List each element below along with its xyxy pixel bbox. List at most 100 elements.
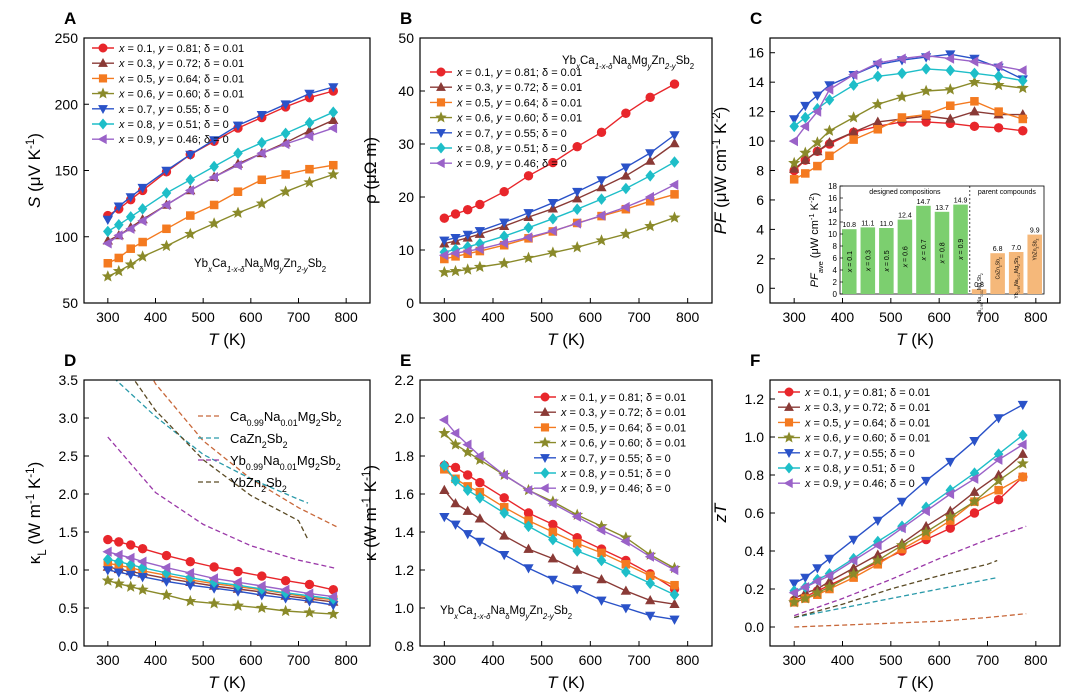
data-point <box>184 227 197 240</box>
data-point <box>871 554 884 566</box>
inset-y-tick-label: 8 <box>833 242 838 251</box>
x-tick-label: 800 <box>676 652 700 668</box>
y-axis-label: PF (μW cm-1 K-2) <box>711 107 730 235</box>
data-point <box>596 554 607 567</box>
data-point <box>162 224 171 234</box>
data-point <box>811 586 824 598</box>
inset-bar-value: 12.4 <box>898 213 912 220</box>
data-point <box>620 201 630 213</box>
data-point <box>596 176 607 186</box>
y-tick-label: 4 <box>756 221 764 237</box>
data-point <box>645 170 655 182</box>
x-tick-label: 300 <box>433 309 457 325</box>
data-point <box>895 90 908 102</box>
dashed-series-line <box>152 380 337 528</box>
data-point <box>475 199 485 210</box>
data-point <box>788 587 799 598</box>
data-point <box>848 69 858 80</box>
inset-y-axis-label: PFave (μW cm-1 K-2) <box>807 193 825 288</box>
data-point <box>438 250 449 261</box>
legend-label: x = 0.1, y = 0.81; δ = 0.01 <box>560 392 686 404</box>
data-point <box>523 222 534 234</box>
data-point <box>788 135 799 147</box>
data-point <box>921 63 931 75</box>
legend-label: x = 0.6, y = 0.60; δ = 0.01 <box>118 89 244 101</box>
inset-bar-label: x = 0.1 <box>847 251 854 273</box>
inset-bar <box>842 229 857 294</box>
data-point <box>103 534 113 545</box>
y-tick-label: 16 <box>748 45 764 61</box>
data-point <box>896 497 908 508</box>
data-point <box>438 266 451 278</box>
inset-bar <box>916 205 931 294</box>
data-point <box>124 258 137 270</box>
data-point <box>788 579 800 589</box>
y-axis-label: S (μV K-1) <box>25 133 44 208</box>
data-point <box>668 211 681 223</box>
legend-label: x = 0.9, y = 0.46; δ = 0 <box>560 483 671 495</box>
data-point <box>669 131 680 141</box>
x-tick-label: 300 <box>433 652 457 668</box>
data-point <box>450 520 461 530</box>
dashed-series-line <box>107 436 337 570</box>
legend-marker <box>539 436 551 448</box>
data-point <box>450 209 461 219</box>
data-point <box>547 575 559 585</box>
inset-bar-value: 14.7 <box>917 199 931 206</box>
legend-marker <box>539 483 549 494</box>
data-point <box>823 84 834 95</box>
data-point <box>669 564 679 576</box>
data-point <box>208 171 218 183</box>
data-point <box>847 111 860 123</box>
data-point <box>547 225 557 237</box>
x-tick-label: 500 <box>191 652 215 668</box>
data-point <box>103 225 113 238</box>
panel-c: 300 400 500 600 700 800 0 2 4 6 8 10 12 14 16 T (K) PF (… <box>711 9 1061 349</box>
legend-label: x = 0.5, y = 0.64; δ = 0.01 <box>560 422 686 434</box>
inset-bar-value: 7.0 <box>1011 245 1021 252</box>
y-tick-label: 10 <box>748 133 764 149</box>
y-tick-label: 0.6 <box>745 505 765 521</box>
data-point <box>812 564 823 574</box>
data-point <box>102 546 112 557</box>
data-point <box>438 414 449 426</box>
x-tick-label: 700 <box>976 652 1000 668</box>
data-point <box>872 516 883 527</box>
inset-bar-label: x = 0.6 <box>902 246 909 268</box>
inset-bar-label: Yb0.99Na0.01Mg2Sb2 <box>1014 256 1021 299</box>
legend-marker <box>98 43 108 53</box>
data-point <box>138 237 147 247</box>
y-tick-label: 200 <box>55 96 79 112</box>
data-point <box>113 568 124 578</box>
data-point <box>596 210 606 221</box>
data-point <box>160 199 171 211</box>
data-point <box>944 53 955 64</box>
inset-y-tick-label: 16 <box>828 194 837 203</box>
data-point <box>824 94 835 106</box>
inset-bar-value: 0.8 <box>974 282 984 289</box>
inset-bar-label: x = 0.5 <box>884 250 891 272</box>
data-point <box>823 580 836 593</box>
data-point <box>304 89 315 100</box>
data-point <box>789 120 799 133</box>
legend-marker <box>436 67 446 77</box>
data-point <box>572 187 583 198</box>
inset-bar-chart: 10.8 x = 0.1 11.1 x = 0.3 11.0 x = 0.5 12.4 x =… <box>807 182 1045 316</box>
data-point <box>968 75 981 88</box>
panel-label: B <box>400 9 412 28</box>
data-point <box>450 234 461 244</box>
data-point <box>161 187 172 199</box>
data-point <box>824 137 835 147</box>
data-point <box>279 185 292 197</box>
data-point <box>788 156 801 169</box>
legend-marker <box>540 423 550 432</box>
data-point <box>303 130 314 142</box>
panel-b: 300 400 500 600 700 800 0 10 20 30 40 50 T (K) ρ (μΩ … <box>361 9 713 349</box>
data-point <box>160 239 173 252</box>
y-axis-label: ρ (μΩ m) <box>361 137 380 204</box>
data-point <box>102 215 114 226</box>
data-point <box>474 513 486 523</box>
y-tick-label: 2.0 <box>395 410 415 426</box>
data-point <box>498 469 509 481</box>
data-point <box>788 115 800 125</box>
